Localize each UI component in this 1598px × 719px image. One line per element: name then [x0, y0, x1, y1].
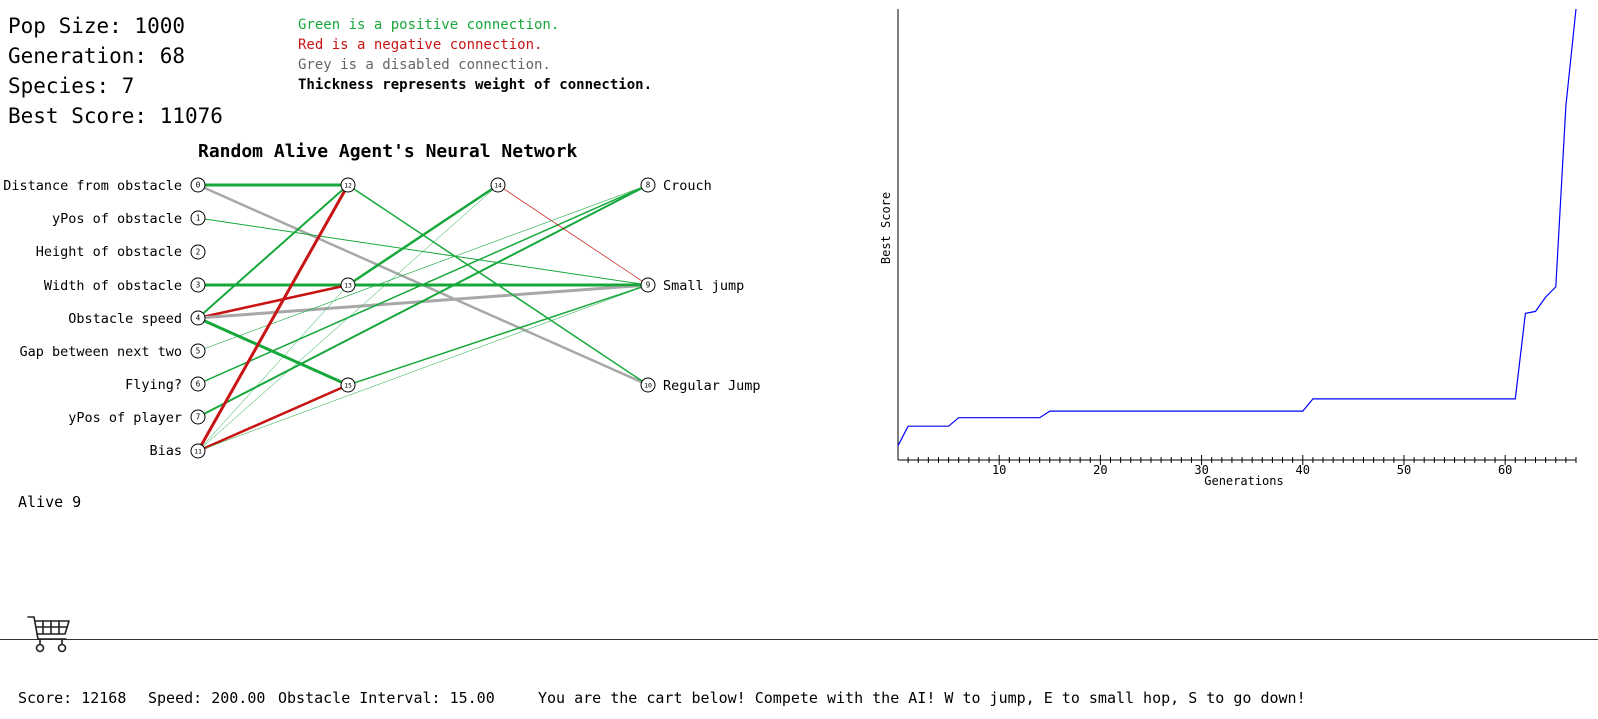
x-ticks	[907, 455, 1577, 465]
node-14: 14	[490, 177, 506, 193]
input-label-ypos-player: yPos of player	[68, 410, 182, 426]
node-11: 11	[190, 443, 206, 459]
node-4: 4	[190, 310, 206, 326]
pop-size-stat: Pop Size: 1000	[8, 14, 186, 38]
svg-text:13: 13	[344, 282, 352, 290]
legend-green: Green is a positive connection.	[298, 17, 560, 33]
node-13: 13	[340, 277, 356, 293]
score-readout: Score: 12168	[18, 689, 127, 707]
generation-stat: Generation: 68	[8, 44, 186, 68]
node-6: 6	[190, 376, 206, 392]
species-stat: Species: 7	[8, 74, 135, 98]
x-tick-label: 50	[1397, 463, 1411, 477]
node-2: 2	[190, 244, 206, 260]
node-15: 15	[340, 377, 356, 393]
svg-text:6: 6	[196, 380, 201, 389]
x-tick-label: 10	[992, 463, 1006, 477]
node-7: 7	[190, 409, 206, 425]
legend-grey: Grey is a disabled connection.	[298, 57, 551, 73]
svg-text:1: 1	[196, 214, 201, 223]
x-tick-label: 40	[1296, 463, 1310, 477]
connection-4-13	[197, 283, 349, 320]
speed-readout: Speed: 200.00	[148, 689, 266, 707]
input-label-ypos-obstacle: yPos of obstacle	[51, 211, 182, 227]
legend-thickness: Thickness represents weight of connectio…	[298, 77, 653, 93]
node-1: 1	[190, 210, 206, 226]
shopping-cart-icon	[27, 616, 70, 653]
connection-11-14	[197, 184, 499, 452]
legend-red: Red is a negative connection.	[298, 37, 543, 53]
x-tick-label: 20	[1093, 463, 1107, 477]
node-10: 10	[640, 377, 656, 393]
output-label-crouch: Crouch	[663, 178, 712, 194]
input-label-gap: Gap between next two	[19, 344, 182, 360]
input-label-speed: Obstacle speed	[68, 311, 182, 327]
connection-11-13	[197, 284, 349, 452]
node-3: 3	[190, 277, 206, 293]
input-label-height: Height of obstacle	[35, 244, 182, 260]
svg-text:4: 4	[196, 314, 201, 323]
svg-text:15: 15	[344, 382, 352, 390]
svg-text:8: 8	[646, 181, 651, 190]
node-8: 8	[640, 177, 656, 193]
node-0: 0	[190, 177, 206, 193]
connection-4-12	[197, 184, 349, 319]
instructions-text: You are the cart below! Compete with the…	[538, 689, 1306, 707]
connection-11-12	[196, 184, 350, 452]
x-tick-label: 60	[1498, 463, 1512, 477]
input-label-width: Width of obstacle	[43, 278, 182, 294]
network-title: Random Alive Agent's Neural Network	[198, 141, 578, 162]
x-tick-labels: 10 20 30 40 50 60	[992, 463, 1512, 477]
best-score-chart: 10 20 30 40 50 60 Generations Best Score	[879, 8, 1577, 488]
connection-7-8	[197, 184, 649, 418]
alive-count: Alive 9	[18, 493, 82, 511]
svg-text:9: 9	[646, 281, 651, 290]
svg-text:10: 10	[644, 382, 652, 390]
svg-text:7: 7	[196, 413, 201, 422]
input-label-distance: Distance from obstacle	[3, 178, 182, 194]
svg-text:12: 12	[344, 182, 352, 190]
input-label-flying: Flying?	[125, 377, 182, 393]
connection-11-9	[197, 284, 649, 452]
svg-text:3: 3	[196, 281, 201, 290]
svg-text:5: 5	[196, 347, 201, 356]
best-score-line	[897, 8, 1577, 446]
output-label-regular-jump: Regular Jump	[663, 378, 761, 394]
node-5: 5	[190, 343, 206, 359]
best-score-stat: Best Score: 11076	[8, 104, 223, 128]
svg-text:2: 2	[196, 248, 201, 257]
x-tick-label: 30	[1194, 463, 1208, 477]
svg-text:14: 14	[494, 182, 502, 190]
input-label-bias: Bias	[149, 443, 182, 459]
connection-14-9	[497, 184, 649, 286]
chart-xlabel: Generations	[1204, 474, 1283, 488]
ground-line	[0, 639, 1598, 640]
output-label-small-jump: Small jump	[663, 278, 745, 294]
svg-text:0: 0	[196, 181, 201, 190]
node-9: 9	[640, 277, 656, 293]
node-12: 12	[340, 177, 356, 193]
obstacle-interval-readout: Obstacle Interval: 15.00	[278, 689, 495, 707]
connection-15-9	[347, 284, 649, 386]
chart-ylabel: Best Score	[879, 192, 893, 264]
connection-13-14	[347, 183, 499, 287]
connection-5-8	[197, 184, 649, 352]
connection-11-15	[197, 383, 349, 453]
svg-text:11: 11	[194, 448, 202, 456]
